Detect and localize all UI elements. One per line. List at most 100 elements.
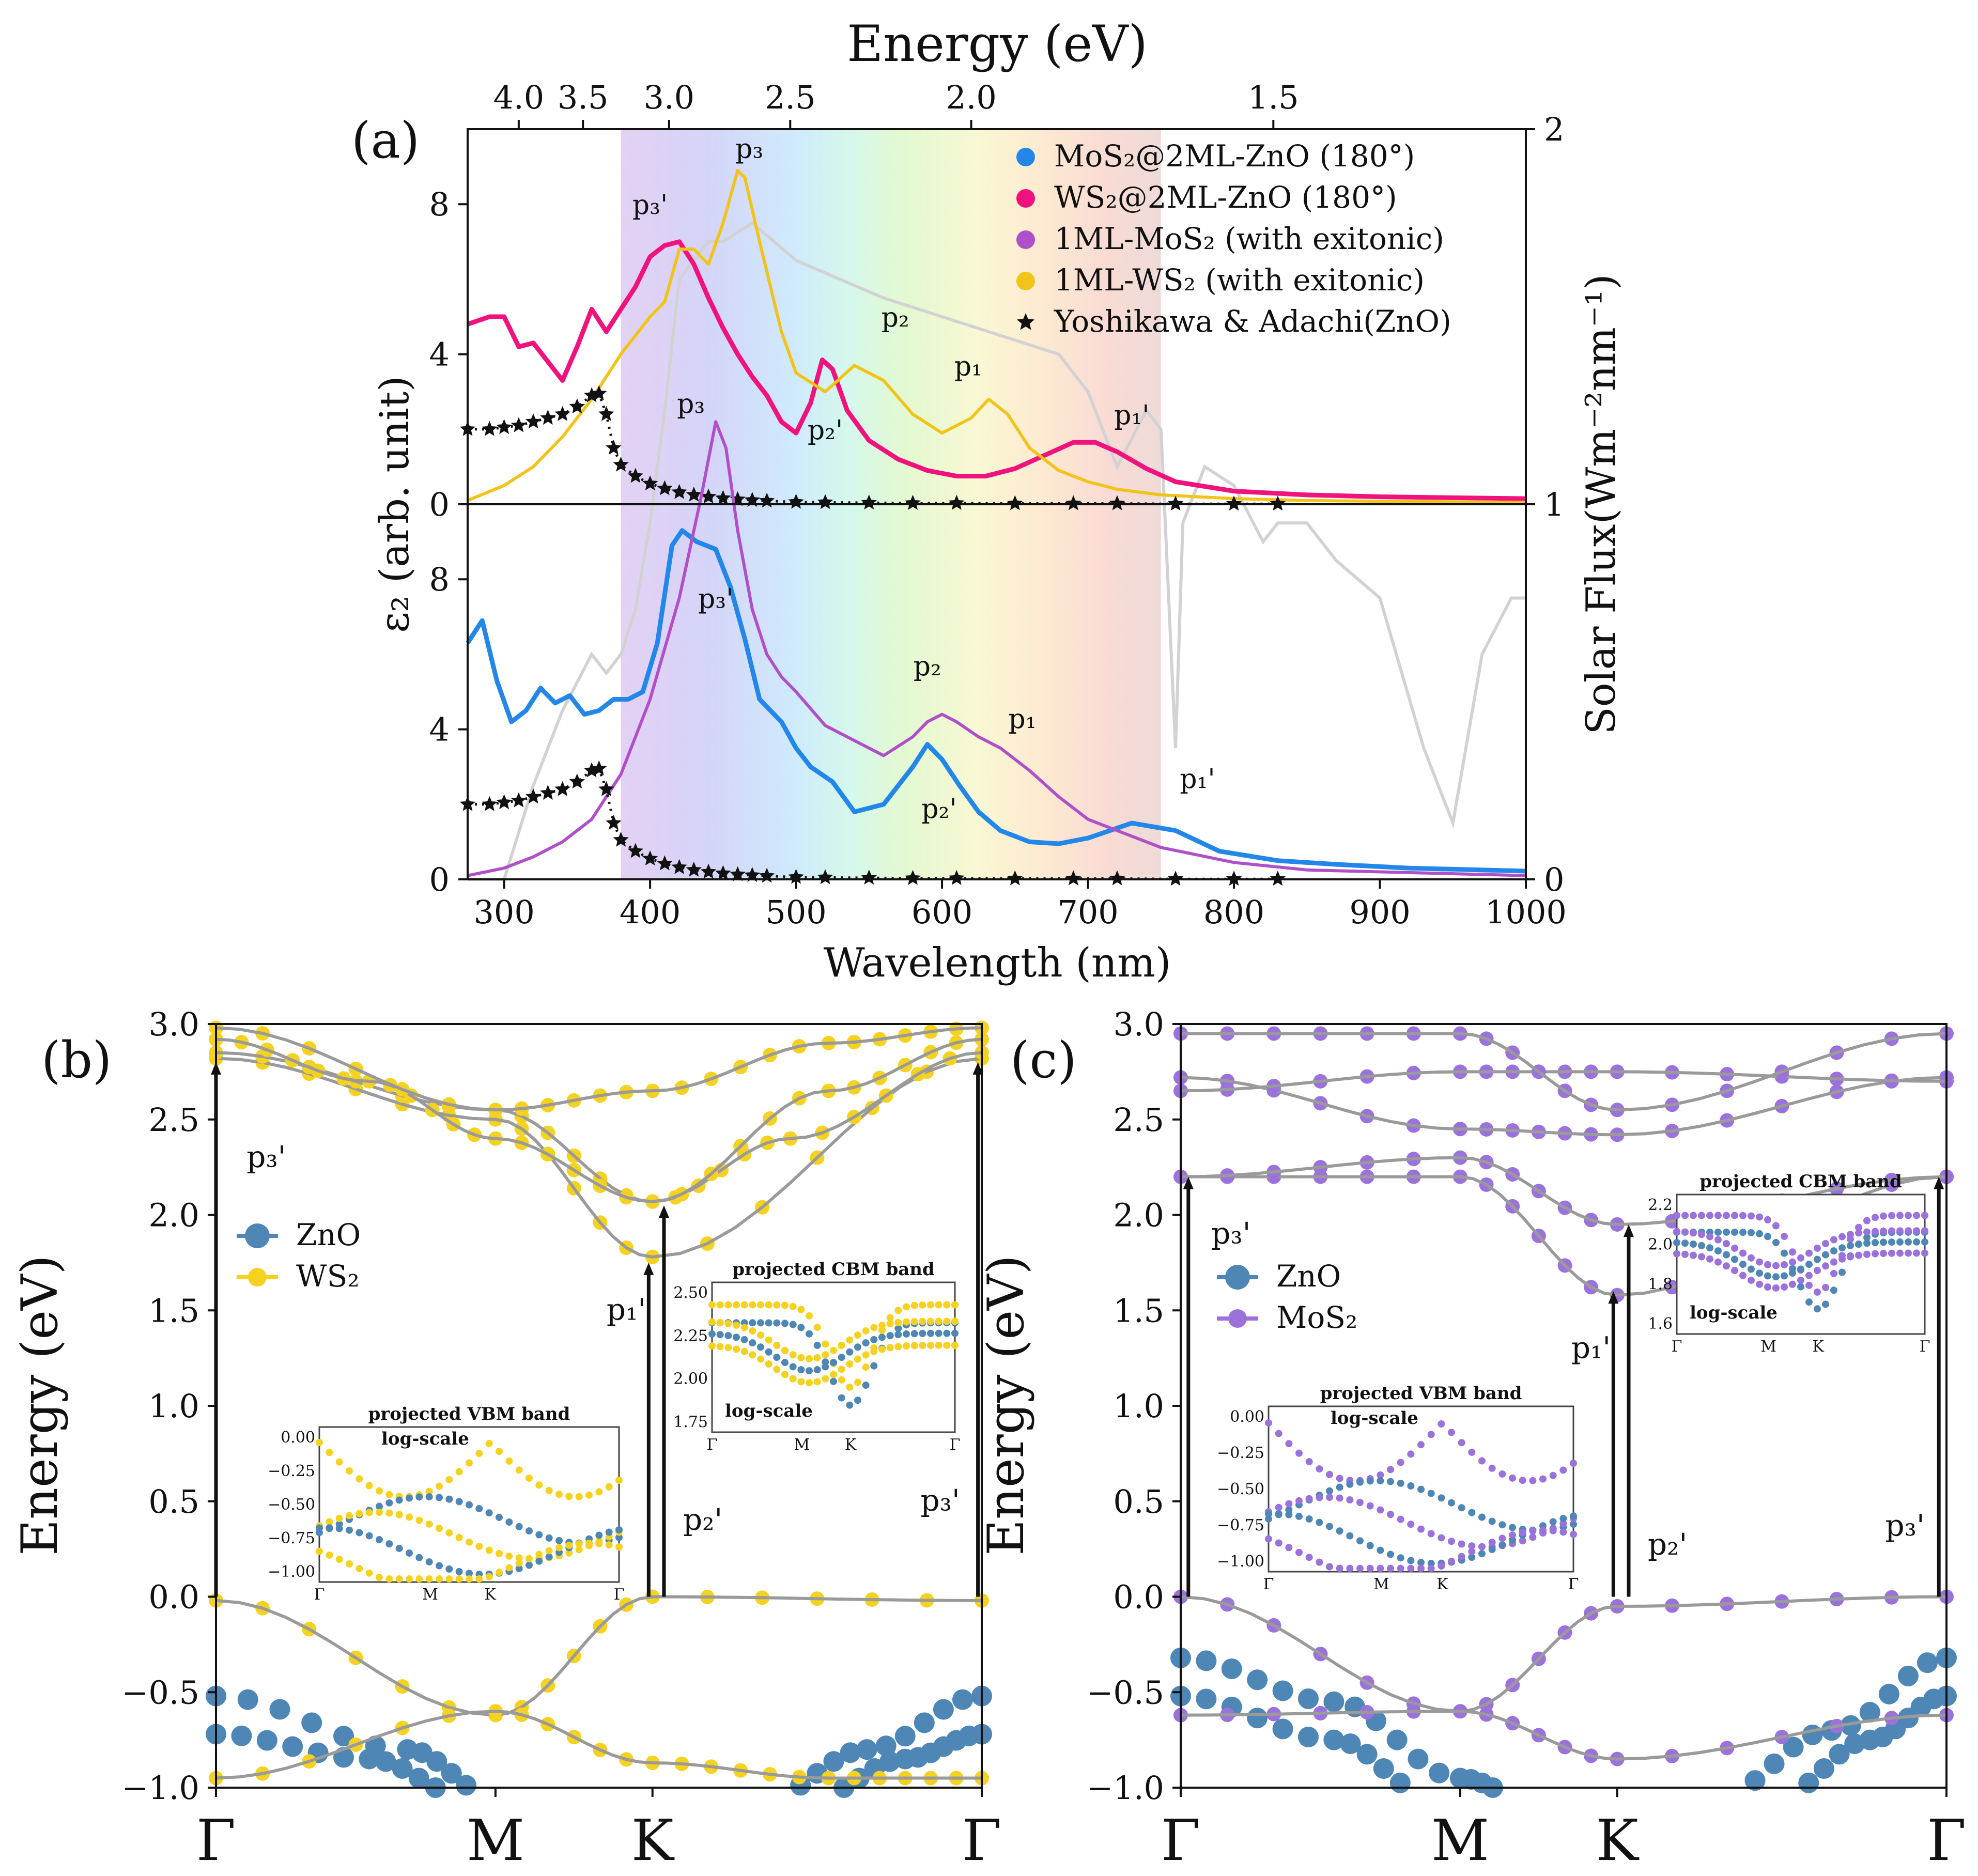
- inset-band-point: [797, 1324, 805, 1331]
- inset-band-point: [445, 1476, 453, 1483]
- inset-y-tick: −0.50: [1217, 1480, 1264, 1498]
- inset-band-point: [1673, 1212, 1680, 1219]
- legend-label-mos2_zno: MoS₂@2ML-ZnO (180°): [1054, 138, 1415, 174]
- inset-band-point: [326, 1518, 333, 1526]
- inset-band-point: [485, 1509, 493, 1517]
- inset-band-point: [466, 1575, 473, 1583]
- inset-band-point: [1570, 1512, 1577, 1520]
- inset-band-point: [1366, 1564, 1374, 1572]
- inset-band-point: [1781, 1233, 1788, 1241]
- inset-band-point: [1896, 1238, 1904, 1246]
- inset-band-point: [781, 1301, 789, 1309]
- zno-band-point: [1196, 1688, 1217, 1710]
- inset-band-point: [1478, 1550, 1486, 1558]
- inset-band-point: [1855, 1223, 1862, 1231]
- inset-band-point: [455, 1568, 463, 1575]
- inset-band-point: [1316, 1518, 1323, 1526]
- inset-band-point: [1872, 1214, 1879, 1221]
- inset-band-point: [740, 1336, 748, 1343]
- k-point-label: Γ: [1161, 1807, 1200, 1873]
- inset-band-point: [526, 1561, 533, 1569]
- inset-band-point: [1559, 1466, 1567, 1474]
- zno-band-point: [879, 1751, 901, 1772]
- inset-band-point: [927, 1341, 934, 1349]
- inset-band-point: [376, 1502, 383, 1510]
- inset-band-point: [1872, 1239, 1879, 1247]
- inset-band-point: [1723, 1251, 1730, 1259]
- inset-band-point: [1822, 1240, 1829, 1248]
- inset-band-point: [854, 1397, 861, 1404]
- inset-band-point: [1559, 1515, 1567, 1523]
- inset-band-point: [773, 1341, 781, 1349]
- inset-band-point: [1448, 1429, 1455, 1436]
- series-zno_exp-point: [1007, 870, 1023, 886]
- zno-band-point: [1802, 1724, 1823, 1745]
- inset-band-point: [935, 1341, 942, 1349]
- x-tick-label: 400: [620, 893, 681, 931]
- inset-band-point: [1921, 1212, 1928, 1219]
- inset-band-point: [870, 1348, 878, 1356]
- inset-y-tick: 1.75: [673, 1413, 708, 1431]
- inset-band-point: [1316, 1465, 1323, 1473]
- inset-band-point: [1739, 1272, 1747, 1279]
- inset-band-point: [733, 1334, 740, 1341]
- inset-band-point: [1438, 1494, 1445, 1502]
- inset-band-point: [475, 1575, 483, 1583]
- inset-band-point: [595, 1531, 603, 1539]
- inset-band-point: [1772, 1238, 1780, 1246]
- top-tick-label: 3.5: [558, 79, 609, 116]
- inset-band-point: [1478, 1457, 1486, 1465]
- inset-band-point: [1905, 1238, 1912, 1246]
- inset-band-point: [436, 1494, 443, 1501]
- peak-label: p₁': [1180, 764, 1215, 795]
- inset-band-point: [1305, 1554, 1313, 1561]
- inset-band-point: [740, 1348, 748, 1356]
- inset-band-point: [1295, 1512, 1303, 1520]
- inset-band-point: [526, 1474, 533, 1482]
- inset-band-point: [1797, 1254, 1804, 1262]
- panel-b-ylabel: Energy (eV): [11, 1255, 69, 1556]
- series-zno_exp-point: [525, 413, 542, 429]
- zno-band-point: [256, 1730, 277, 1751]
- inset-band-point: [1468, 1548, 1476, 1556]
- inset-band-point: [813, 1324, 821, 1331]
- inset-k-label: K: [484, 1586, 496, 1604]
- inset-band-point: [466, 1459, 473, 1467]
- inset-band-point: [894, 1343, 902, 1351]
- series-zno_exp-point: [496, 419, 512, 435]
- inset-band-point: [830, 1346, 837, 1354]
- inset-band-point: [436, 1482, 443, 1490]
- inset-band-point: [757, 1355, 764, 1363]
- series-zno_exp-point: [1109, 495, 1125, 510]
- inset-band-point: [1397, 1479, 1404, 1487]
- inset-band-point: [749, 1351, 756, 1359]
- inset-band-point: [475, 1543, 483, 1551]
- top-tick-label: 2.0: [946, 79, 997, 116]
- inset-band-point: [1539, 1475, 1547, 1483]
- inset-band-point: [1731, 1267, 1738, 1275]
- inset-band-point: [1285, 1544, 1293, 1552]
- inset-band-point: [797, 1354, 805, 1361]
- series-zno_exp-point: [525, 788, 542, 804]
- inset-band-point: [1880, 1227, 1887, 1235]
- inset-band-point: [335, 1525, 343, 1532]
- panel-b-inset-cbm: projected CBM band log-scale 2.50 2.25 2.00 1…: [673, 1259, 960, 1454]
- inset-band-point: [1872, 1250, 1879, 1258]
- inset-scale: log-scale: [1690, 1303, 1778, 1323]
- inset-band-point: [1397, 1515, 1404, 1523]
- inset-band-point: [515, 1523, 523, 1530]
- inset-band-point: [425, 1558, 433, 1566]
- inset-band-point: [757, 1331, 764, 1339]
- inset-band-point: [1723, 1240, 1730, 1248]
- inset-band-point: [575, 1540, 583, 1548]
- zno-band-point: [301, 1712, 322, 1733]
- inset-band-point: [585, 1491, 593, 1499]
- inset-band-point: [1805, 1261, 1813, 1268]
- inset-band-point: [1427, 1490, 1435, 1497]
- inset-band-point: [1789, 1280, 1796, 1288]
- panel-c-ylabel: Energy (eV): [977, 1255, 1035, 1556]
- zno-band-point: [231, 1725, 252, 1746]
- peak-label: p₃: [677, 389, 705, 420]
- inset-k-label: Γ: [707, 1436, 718, 1454]
- y-axis-title: ε₂ (arb. unit): [372, 376, 418, 632]
